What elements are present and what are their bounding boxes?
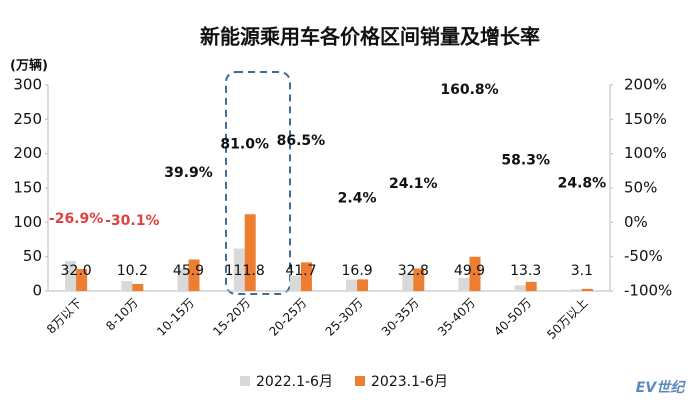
y2-tick-label: 0% [624,213,648,231]
x-tick-label: 30-35万 [379,296,422,339]
x-tick-label: 25-30万 [323,296,366,339]
y-axis-label: (万辆) [10,58,48,74]
y-tick-label: 300 [13,76,42,94]
value-label: 13.3 [510,263,541,279]
growth-label: 58.3% [501,152,550,168]
logo: EV世纪 [636,379,686,396]
bar [413,268,425,291]
value-label: 45.9 [173,263,204,279]
bar [76,269,88,291]
bar [233,248,245,291]
bar [244,214,256,291]
bar [357,279,369,291]
y2-tick-label: 100% [624,144,667,162]
bar [570,289,582,291]
growth-label: 2.4% [338,191,377,207]
growth-label: 39.9% [164,165,213,181]
x-tick-label: 40-50万 [491,296,534,339]
y-tick-label: 50 [23,247,42,265]
bar [346,279,358,291]
bar [188,259,200,291]
legend-label: 2022.1-6月 [256,374,333,390]
x-tick-label: 20-25万 [266,296,309,339]
x-tick-label: 35-40万 [435,296,478,339]
growth-label: 81.0% [220,137,269,153]
y2-tick-label: 150% [624,110,667,128]
x-tick-label: 8万以下 [44,296,85,337]
legend-swatch [355,376,365,386]
bar [177,268,189,291]
bar [402,272,414,291]
x-tick-label: 10-15万 [154,296,197,339]
chart-title: 新能源乘用车各价格区间销量及增长率 [200,25,540,49]
y2-tick-label: -50% [624,247,663,265]
bar [289,275,301,291]
growth-label: -26.9% [49,211,103,227]
bar [581,288,593,291]
growth-label: 86.5% [277,133,326,149]
bar [514,285,526,291]
x-tick-label: 50万以上 [544,296,590,342]
y-tick-label: 0 [32,282,42,300]
bar [458,277,470,291]
growth-label: -30.1% [105,213,159,229]
legend-swatch [240,376,250,386]
bar [469,256,481,291]
bar [300,262,312,291]
bar [525,281,537,291]
bar [132,283,144,291]
growth-label: 24.8% [558,175,607,191]
value-label: 41.7 [285,263,316,279]
x-tick-label: 8-10万 [103,296,141,334]
x-tick-label: 15-20万 [210,296,253,339]
growth-label: 24.1% [389,176,438,192]
highlight-box [225,71,291,295]
y2-tick-label: 50% [624,179,657,197]
value-label: 111.8 [225,263,265,279]
value-label: 3.1 [571,263,593,279]
value-label: 10.2 [117,263,148,279]
y-tick-label: 200 [13,144,42,162]
bar [65,260,77,291]
value-label: 49.9 [454,263,485,279]
value-label: 32.8 [398,263,429,279]
y2-tick-label: -100% [624,282,672,300]
growth-label: 160.8% [440,82,498,98]
y-tick-label: 150 [13,179,42,197]
value-label: 16.9 [342,263,373,279]
y2-tick-label: 200% [624,76,667,94]
legend-label: 2023.1-6月 [371,374,448,390]
y-tick-label: 100 [13,213,42,231]
y-tick-label: 250 [13,110,42,128]
value-label: 32.0 [61,263,92,279]
bar [121,280,133,291]
